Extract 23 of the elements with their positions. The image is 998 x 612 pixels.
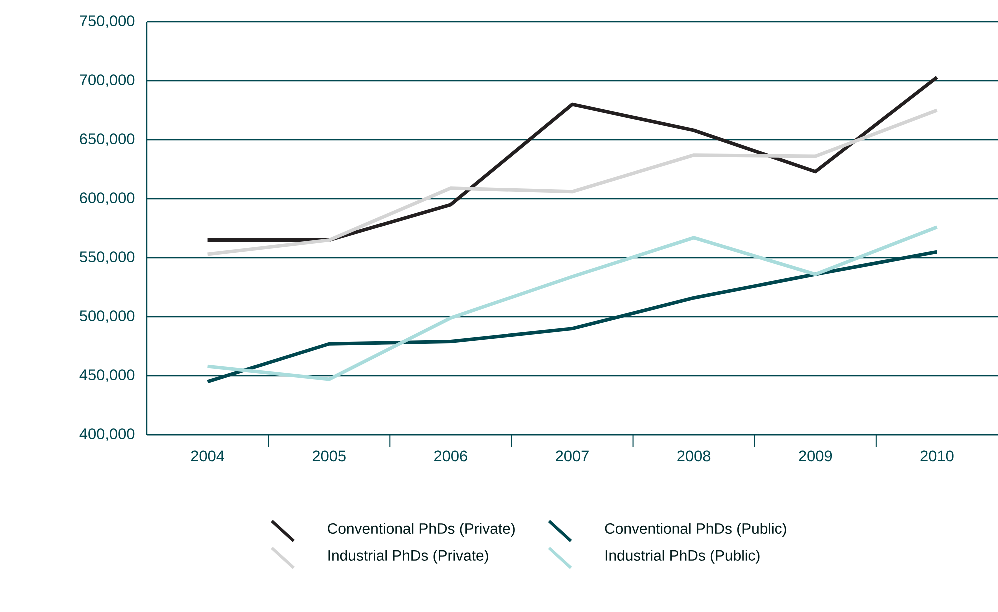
y-tick-label: 700,000 — [80, 74, 135, 88]
legend-label: Industrial PhDs (Private) — [328, 550, 488, 564]
x-tick-label: 2004 — [191, 450, 225, 462]
x-tick-label: 2007 — [556, 450, 589, 462]
x-tick-label: 2008 — [678, 450, 711, 462]
legend-label: Conventional PhDs (Public) — [605, 523, 786, 538]
x-tick-label: 2010 — [920, 450, 954, 462]
x-tick-label: 2005 — [312, 450, 346, 462]
line-series — [206, 250, 939, 384]
y-tick-label: 450,000 — [80, 370, 135, 382]
legend-label: Conventional PhDs (Private) — [328, 523, 515, 538]
y-tick-label: 500,000 — [80, 310, 135, 324]
legend-label: Industrial PhDs (Public) — [606, 550, 760, 564]
y-tick-label: 600,000 — [80, 192, 135, 206]
x-tick-label: 2006 — [434, 450, 468, 462]
line-series — [206, 226, 939, 382]
y-tick-label: 650,000 — [80, 134, 135, 146]
y-tick-label: 550,000 — [80, 252, 135, 264]
y-tick-label: 400,000 — [80, 428, 135, 442]
line-series — [206, 108, 939, 256]
line-series — [206, 76, 939, 242]
x-tick-label: 2009 — [799, 450, 832, 462]
y-tick-label: 750,000 — [80, 16, 135, 28]
